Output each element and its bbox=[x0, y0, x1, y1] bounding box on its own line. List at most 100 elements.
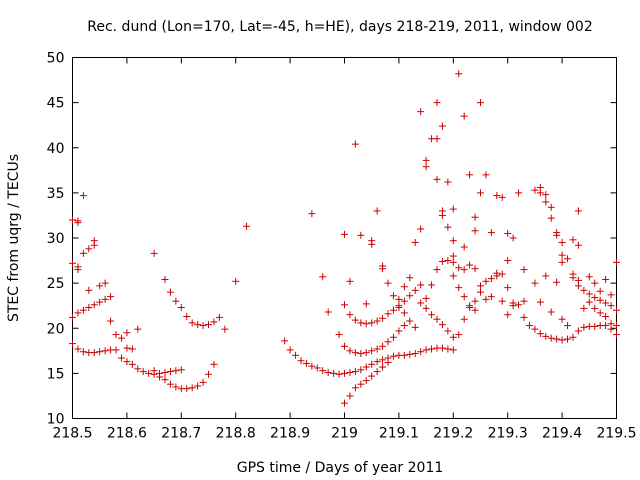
data-point bbox=[531, 325, 539, 333]
data-point bbox=[558, 251, 566, 259]
data-point bbox=[444, 345, 452, 353]
data-point bbox=[123, 358, 131, 366]
data-point bbox=[373, 345, 381, 353]
data-point bbox=[172, 383, 180, 391]
data-point bbox=[428, 311, 436, 319]
data-point bbox=[177, 366, 185, 374]
data-point bbox=[591, 322, 599, 330]
data-point bbox=[368, 360, 376, 368]
data-point bbox=[90, 237, 98, 245]
data-point bbox=[346, 277, 354, 285]
data-point bbox=[357, 366, 365, 374]
data-point bbox=[602, 276, 610, 284]
data-point bbox=[449, 237, 457, 245]
data-point bbox=[384, 338, 392, 346]
data-point bbox=[553, 335, 561, 343]
data-point bbox=[357, 319, 365, 327]
data-point bbox=[128, 345, 136, 353]
data-point bbox=[477, 99, 484, 107]
data-point bbox=[123, 344, 131, 352]
data-point bbox=[308, 362, 316, 370]
data-point bbox=[362, 300, 370, 308]
data-point bbox=[90, 301, 98, 309]
data-point bbox=[74, 345, 82, 353]
data-point bbox=[188, 384, 196, 392]
data-point bbox=[580, 304, 588, 312]
data-point bbox=[319, 273, 327, 281]
data-point bbox=[460, 243, 468, 251]
data-point bbox=[330, 369, 338, 377]
data-point bbox=[536, 298, 544, 306]
data-point bbox=[417, 108, 425, 116]
x-tick-label: 218.6 bbox=[107, 426, 147, 442]
x-tick-label: 219.1 bbox=[379, 426, 419, 442]
data-point bbox=[417, 299, 425, 307]
data-point bbox=[531, 186, 539, 194]
data-point bbox=[368, 372, 376, 380]
data-point bbox=[438, 207, 446, 215]
data-point bbox=[346, 347, 354, 355]
data-point bbox=[341, 369, 348, 377]
data-point bbox=[292, 351, 300, 359]
data-point bbox=[433, 266, 441, 274]
data-point bbox=[145, 369, 153, 377]
data-point bbox=[602, 322, 610, 330]
data-point bbox=[389, 352, 397, 360]
data-point bbox=[395, 295, 403, 303]
data-point bbox=[210, 360, 218, 368]
data-point bbox=[433, 175, 441, 183]
data-point bbox=[101, 279, 109, 287]
data-point bbox=[449, 272, 457, 280]
data-point bbox=[574, 207, 582, 215]
data-point bbox=[112, 331, 120, 339]
x-tick-label: 219.4 bbox=[542, 426, 582, 442]
data-point bbox=[607, 320, 615, 328]
data-point bbox=[558, 315, 566, 323]
data-point bbox=[569, 236, 577, 244]
data-point bbox=[466, 261, 474, 269]
data-point bbox=[221, 325, 229, 333]
data-point bbox=[128, 360, 136, 368]
data-point bbox=[346, 311, 354, 319]
data-point bbox=[368, 237, 376, 245]
y-tick-label: 40 bbox=[47, 141, 65, 157]
data-point bbox=[107, 317, 115, 325]
data-point bbox=[613, 258, 620, 266]
data-point bbox=[166, 368, 174, 376]
data-point bbox=[596, 296, 604, 304]
data-point bbox=[574, 276, 582, 284]
data-point bbox=[580, 323, 588, 331]
data-point bbox=[520, 313, 528, 321]
data-point bbox=[341, 230, 348, 238]
data-point bbox=[188, 319, 196, 327]
y-tick-labels: 10 15 20 25 30 35 40 45 50 bbox=[47, 51, 65, 428]
data-point bbox=[281, 337, 289, 345]
x-tick-labels: 218.5 218.6 218.7 218.8 218.9 219 219.1 219.2 21… bbox=[52, 426, 636, 442]
x-axis-label: GPS time / Days of year 2011 bbox=[237, 460, 444, 476]
data-point bbox=[379, 342, 387, 350]
data-point bbox=[199, 378, 207, 386]
data-point bbox=[373, 368, 381, 376]
data-point bbox=[411, 350, 419, 358]
data-point bbox=[341, 301, 348, 309]
data-point bbox=[438, 344, 446, 352]
data-point bbox=[400, 351, 408, 359]
data-point bbox=[417, 281, 425, 289]
data-point bbox=[161, 276, 169, 284]
data-point bbox=[324, 368, 332, 376]
data-point bbox=[406, 350, 414, 358]
data-point bbox=[395, 303, 403, 311]
data-point bbox=[205, 321, 212, 329]
data-point bbox=[199, 322, 207, 330]
data-point bbox=[569, 270, 577, 278]
data-point bbox=[525, 322, 533, 330]
data-point bbox=[362, 363, 370, 371]
x-tick-label: 218.7 bbox=[161, 426, 201, 442]
data-point bbox=[406, 292, 414, 300]
data-point bbox=[460, 315, 468, 323]
data-point bbox=[520, 266, 528, 274]
data-point bbox=[455, 264, 463, 272]
data-point bbox=[498, 297, 506, 305]
